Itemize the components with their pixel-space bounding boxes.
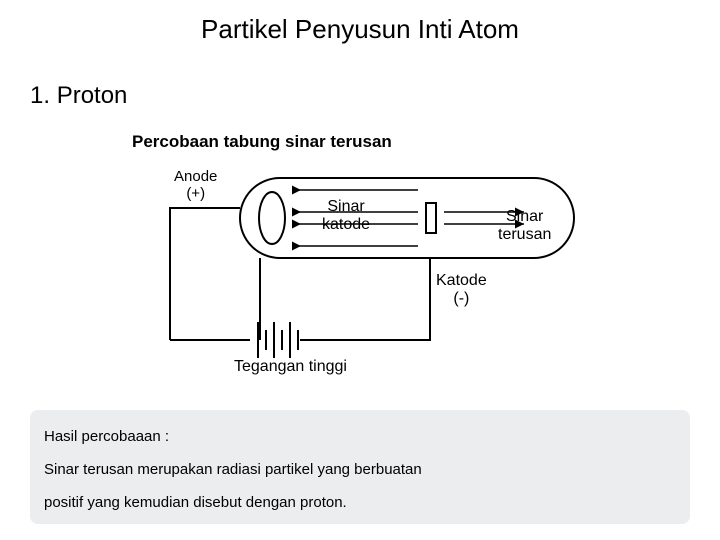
battery-icon xyxy=(258,322,298,358)
sinar-terusan-1: Sinar xyxy=(506,208,543,225)
results-line-2: positif yang kemudian disebut dengan pro… xyxy=(44,486,676,519)
katode-text-2: (-) xyxy=(453,290,469,307)
wire-anode-lead xyxy=(170,208,240,340)
anode-electrode xyxy=(259,192,285,244)
anode-text-2: (+) xyxy=(186,185,205,202)
sinar-terusan-2: terusan xyxy=(498,226,551,243)
anode-label: Anode (+) xyxy=(174,168,217,203)
cathode-electrode xyxy=(426,203,436,233)
canal-ray-diagram: Anode (+) Sinar katode Sinar terusan Kat… xyxy=(130,160,610,390)
page-title: Partikel Penyusun Inti Atom xyxy=(0,14,720,45)
results-heading: Hasil percobaaan : xyxy=(44,420,676,453)
sinar-katode-2: katode xyxy=(322,216,370,233)
experiment-subtitle: Percobaan tabung sinar terusan xyxy=(132,132,392,152)
katode-label: Katode (-) xyxy=(436,272,487,309)
section-name: Proton xyxy=(57,82,128,109)
sinar-katode-1: Sinar xyxy=(327,198,364,215)
results-box: Hasil percobaaan : Sinar terusan merupak… xyxy=(30,410,690,524)
sinar-terusan-label: Sinar terusan xyxy=(498,208,551,245)
sinar-katode-label: Sinar katode xyxy=(322,198,370,235)
section-heading: 1. Proton xyxy=(30,82,127,110)
section-number: 1. xyxy=(30,82,50,109)
voltage-label: Tegangan tinggi xyxy=(234,358,347,376)
wire-right xyxy=(300,258,430,340)
results-line-1: Sinar terusan merupakan radiasi partikel… xyxy=(44,453,676,486)
katode-text-1: Katode xyxy=(436,272,487,289)
anode-text-1: Anode xyxy=(174,168,217,185)
